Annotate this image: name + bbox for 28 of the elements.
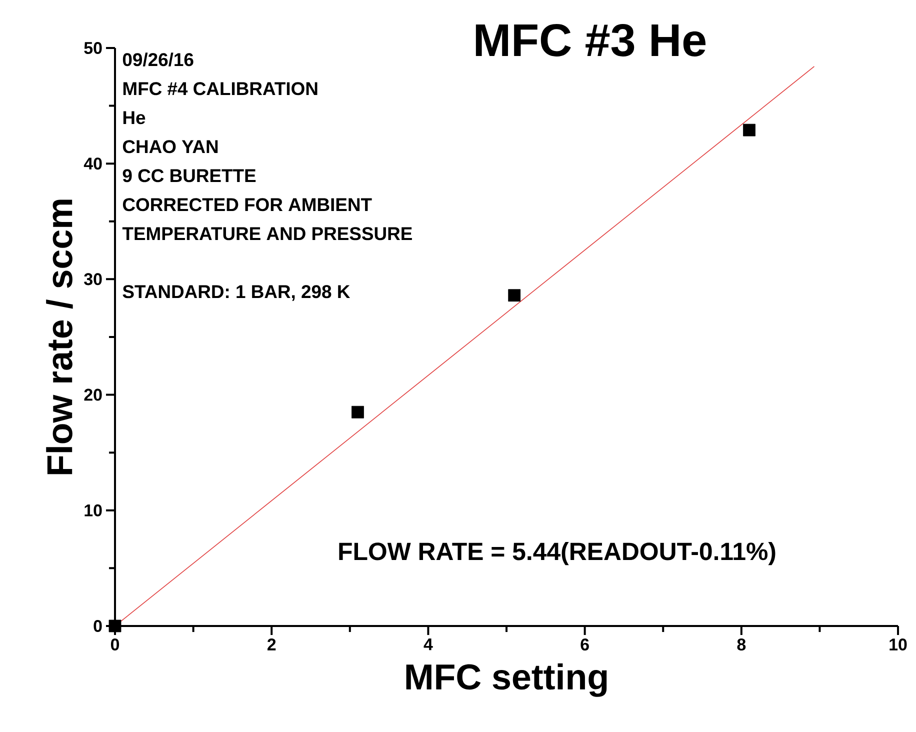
x-tick-label: 10	[890, 638, 907, 651]
x-tick-label: 8	[737, 638, 746, 651]
y-tick-label: 10	[84, 504, 102, 516]
point	[352, 406, 364, 418]
annotation: He	[123, 111, 146, 124]
annotation: CHAO YAN	[122, 140, 218, 154]
annotation: MFC #4 CALIBRATION	[123, 82, 318, 96]
x-axis-title: MFC setting	[406, 663, 607, 697]
annotation: 9 CC BURETTE	[122, 169, 256, 182]
point	[743, 124, 756, 136]
x-tick-label: 4	[424, 638, 433, 650]
y-tick-label: 40	[84, 158, 102, 170]
y-tick-label: 50	[84, 42, 102, 54]
annotation: CORRECTED FOR AMBIENT	[122, 198, 372, 212]
annotation: 09/26/16	[122, 52, 194, 66]
y-axis-title: Flow rate / sccm	[46, 200, 73, 474]
annotation: FLOW RATE = 5.44(READOUT-0.11%)	[339, 542, 776, 566]
x-tick-label: 2	[267, 638, 276, 650]
annotation: TEMPERATURE AND PRESSURE	[122, 227, 412, 240]
y-tick-label: 30	[84, 273, 102, 286]
x-tick-label: 0	[110, 638, 120, 651]
y-tick-label: 0	[94, 620, 102, 632]
annotation: STANDARD: 1 BAR, 298 K	[122, 285, 350, 301]
x-tick-label: 6	[580, 638, 589, 651]
chart-title: MFC #3 He	[476, 24, 706, 57]
point	[508, 289, 521, 302]
point	[108, 620, 122, 632]
y-tick-label: 20	[84, 388, 102, 401]
